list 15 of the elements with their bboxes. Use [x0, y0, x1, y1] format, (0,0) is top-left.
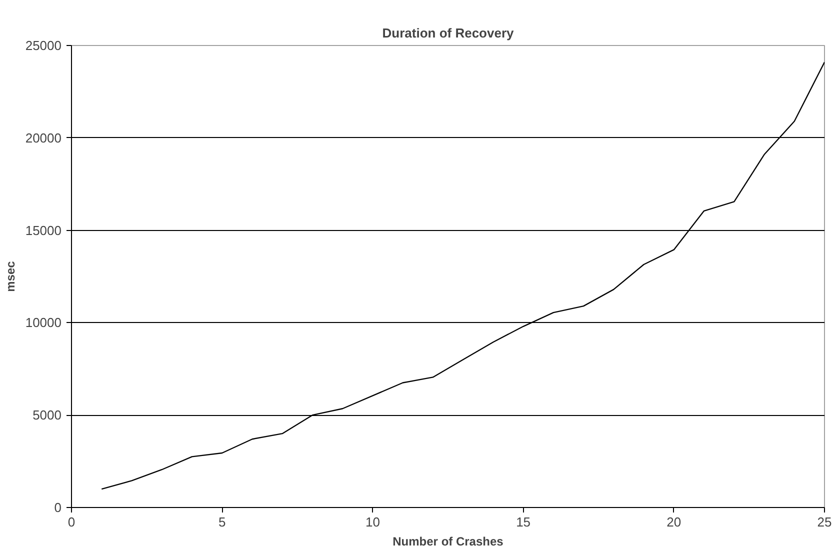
- y-tick-label: 25000: [25, 38, 62, 53]
- x-axis-title: Number of Crashes: [392, 534, 504, 548]
- y-tick-label: 5000: [32, 408, 62, 423]
- y-tick-label: 10000: [25, 315, 62, 330]
- x-tick-label: 15: [516, 514, 531, 530]
- y-tick-label: 15000: [25, 222, 62, 238]
- y-tick-label: 0: [54, 500, 62, 515]
- x-tick-label: 20: [666, 514, 682, 530]
- y-tick-label: 20000: [25, 130, 62, 146]
- x-tick-label: 10: [365, 514, 380, 530]
- x-tick-label: 25: [817, 514, 832, 530]
- y-axis-title: msec: [3, 260, 18, 292]
- x-tick-label: 5: [218, 514, 226, 530]
- chart-title: Duration of Recovery: [382, 26, 515, 40]
- x-tick-label: 0: [68, 514, 76, 530]
